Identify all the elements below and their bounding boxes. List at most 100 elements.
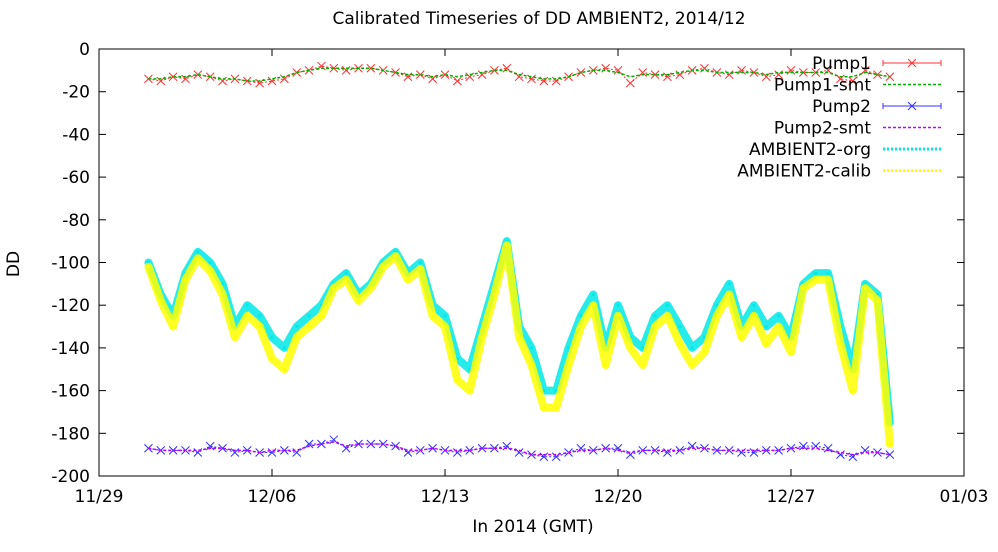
data-point xyxy=(836,74,845,84)
data-point xyxy=(801,286,805,290)
y-tick-label: -200 xyxy=(51,467,90,487)
series-line-pump2-smt xyxy=(148,441,890,456)
x-tick-label: 12/27 xyxy=(767,487,816,507)
y-tick-label: -120 xyxy=(51,296,90,316)
legend-entry-pump2-smt: Pump2-smt xyxy=(774,119,941,139)
data-point xyxy=(727,282,731,286)
x-tick-label: 11/29 xyxy=(75,487,124,507)
y-tick-label: 0 xyxy=(79,40,90,60)
data-point xyxy=(761,446,771,455)
data-point xyxy=(393,254,398,258)
data-point xyxy=(431,314,435,318)
data-point xyxy=(786,65,796,75)
data-point xyxy=(146,265,151,269)
data-point xyxy=(344,271,348,275)
data-point xyxy=(814,277,818,282)
data-point xyxy=(332,286,336,290)
data-point xyxy=(641,363,645,367)
data-point xyxy=(628,346,632,350)
data-point xyxy=(626,78,635,88)
series-pump1 xyxy=(144,61,895,88)
y-tick-label: -60 xyxy=(62,168,90,188)
data-point xyxy=(193,70,203,79)
x-tick-label: 01/03 xyxy=(940,487,989,507)
data-point xyxy=(749,448,759,457)
data-point xyxy=(542,406,546,410)
data-point xyxy=(823,443,833,453)
data-point xyxy=(270,356,274,361)
axes: 0 -20 -40 -60 -80 -100 -120 -140 -160 -180 -20011/… xyxy=(51,40,988,507)
legend-label: Pump1-smt xyxy=(774,76,871,96)
series-pump1-smt xyxy=(148,67,890,82)
legend-label: AMBIENT2-calib xyxy=(737,162,871,182)
y-tick-label: -140 xyxy=(51,339,90,359)
data-point xyxy=(230,448,240,457)
data-point xyxy=(690,363,694,367)
data-point xyxy=(480,335,484,339)
data-point xyxy=(604,363,608,367)
data-point xyxy=(307,324,311,329)
data-point xyxy=(616,314,620,318)
data-point xyxy=(814,271,818,275)
data-point xyxy=(295,324,299,329)
legend-label: Pump1 xyxy=(812,54,871,74)
data-point xyxy=(579,314,583,318)
data-point xyxy=(875,299,880,303)
data-point xyxy=(418,260,422,265)
series-pump2-smt xyxy=(148,441,890,456)
data-point xyxy=(529,363,534,367)
data-point xyxy=(591,303,595,307)
series-ambient2-calib xyxy=(144,241,894,448)
data-point xyxy=(319,314,324,318)
data-point xyxy=(848,76,858,86)
data-point xyxy=(566,363,571,367)
data-point xyxy=(752,314,756,318)
data-point xyxy=(566,346,571,350)
data-point xyxy=(171,324,175,329)
data-point xyxy=(826,277,830,282)
data-point xyxy=(737,65,746,75)
data-point xyxy=(665,314,670,318)
data-point xyxy=(242,446,252,455)
y-tick-label: -80 xyxy=(62,211,90,231)
x-tick-label: 12/13 xyxy=(421,487,470,507)
data-point xyxy=(702,350,707,354)
data-point xyxy=(616,303,620,307)
data-point xyxy=(727,292,731,297)
data-point xyxy=(468,389,472,393)
data-point xyxy=(885,450,895,460)
data-point xyxy=(366,63,376,73)
data-point xyxy=(282,367,286,371)
data-point xyxy=(873,70,882,79)
legend-label: Pump2 xyxy=(812,97,871,117)
data-point xyxy=(888,442,892,446)
data-point xyxy=(860,65,870,75)
x-tick-label: 12/20 xyxy=(594,487,643,507)
data-point xyxy=(245,303,249,307)
data-point xyxy=(196,256,200,260)
data-point xyxy=(282,346,286,350)
data-point xyxy=(381,265,385,269)
y-tick-label: -160 xyxy=(51,382,90,402)
data-point xyxy=(307,314,311,318)
data-point xyxy=(369,286,373,290)
data-point xyxy=(764,342,768,346)
data-point xyxy=(168,72,178,82)
y-axis-title: DD xyxy=(4,251,24,277)
data-point xyxy=(205,441,215,451)
series-line-pump1-smt xyxy=(148,67,890,82)
y-tick-label: -100 xyxy=(51,254,90,274)
data-point xyxy=(258,324,262,329)
data-point xyxy=(576,68,586,77)
data-point xyxy=(678,324,682,329)
data-point xyxy=(690,346,694,350)
data-point xyxy=(317,439,326,449)
data-point xyxy=(208,260,212,265)
data-point xyxy=(579,324,583,329)
data-point xyxy=(650,70,660,79)
data-point xyxy=(638,68,648,77)
series-pump2 xyxy=(144,435,895,462)
data-point xyxy=(838,342,843,346)
data-point xyxy=(752,303,756,307)
